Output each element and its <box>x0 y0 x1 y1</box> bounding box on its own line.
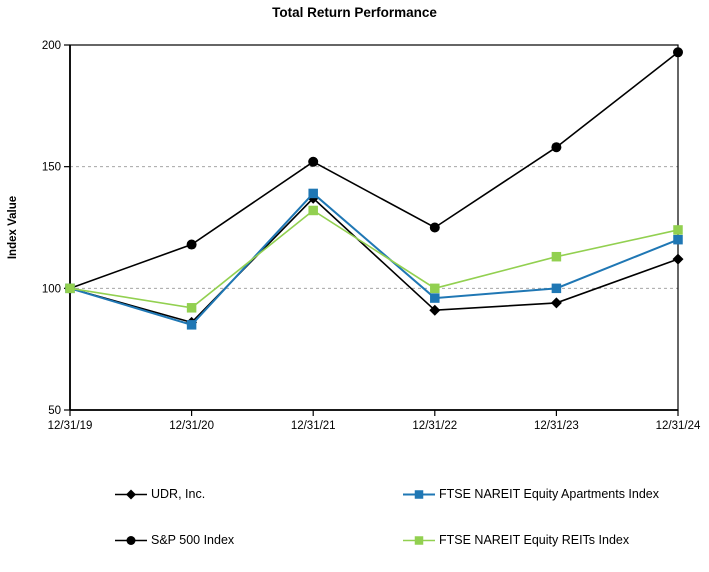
legend-item-apartments-index: FTSE NAREIT Equity Apartments Index <box>402 486 659 502</box>
data-point <box>308 156 319 167</box>
data-point <box>414 535 424 545</box>
legend-label-reits-index: FTSE NAREIT Equity REITs Index <box>439 533 630 547</box>
data-point <box>551 142 562 153</box>
data-point <box>126 489 136 499</box>
legend-marker-circle-icon <box>115 535 147 545</box>
line-chart-plot: 50 100 150 200 12/31/19 12/31/20 12/31/21 12/31… <box>7 40 701 432</box>
legend-label-sp500: S&P 500 Index <box>151 533 235 547</box>
x-tick-label: 12/31/21 <box>291 420 336 432</box>
series-line-udr <box>69 197 679 324</box>
data-point <box>672 253 684 265</box>
data-point <box>430 283 440 294</box>
y-axis-title: Index Value <box>7 196 19 259</box>
x-tick-label: 12/31/24 <box>656 420 701 432</box>
legend-item-udr: UDR, Inc. <box>114 486 205 502</box>
chart-title: Total Return Performance <box>272 5 437 20</box>
series-line-sp500 <box>69 51 679 290</box>
data-point <box>308 205 318 216</box>
data-point <box>551 251 562 262</box>
y-tick-label: 50 <box>48 405 61 417</box>
data-point <box>429 304 441 316</box>
legend-item-sp500: S&P 500 Index <box>114 532 234 548</box>
data-point <box>673 47 683 58</box>
legend-marker-diamond-icon <box>115 489 147 499</box>
legend-marker-blue-square-icon <box>403 489 435 499</box>
data-point <box>673 225 683 235</box>
x-tick-label: 12/31/19 <box>48 420 93 432</box>
x-tick-label: 12/31/23 <box>534 420 579 432</box>
y-tick-label: 200 <box>42 40 61 52</box>
data-point <box>550 297 562 309</box>
series-line-reits <box>69 209 679 309</box>
x-tick-label: 12/31/20 <box>169 420 214 432</box>
data-point <box>186 239 197 250</box>
y-tick-label: 150 <box>42 162 61 174</box>
data-point <box>673 234 683 245</box>
data-point <box>308 188 318 199</box>
data-point <box>430 293 440 303</box>
data-point <box>551 283 562 294</box>
legend-label-apartments-index: FTSE NAREIT Equity Apartments Index <box>439 487 659 501</box>
plot-frame <box>69 44 679 411</box>
legend-item-reits-index: FTSE NAREIT Equity REITs Index <box>402 532 629 548</box>
legend-marker-green-square-icon <box>403 535 435 545</box>
legend-label-udr: UDR, Inc. <box>151 487 206 501</box>
data-point <box>414 489 424 499</box>
data-point <box>186 303 197 313</box>
data-point <box>126 535 136 545</box>
x-tick-label: 12/31/22 <box>412 420 457 432</box>
y-tick-label: 100 <box>42 283 61 295</box>
series-line-apartments <box>69 192 679 326</box>
data-point <box>65 283 75 294</box>
data-point <box>186 320 197 330</box>
data-point <box>429 222 440 233</box>
